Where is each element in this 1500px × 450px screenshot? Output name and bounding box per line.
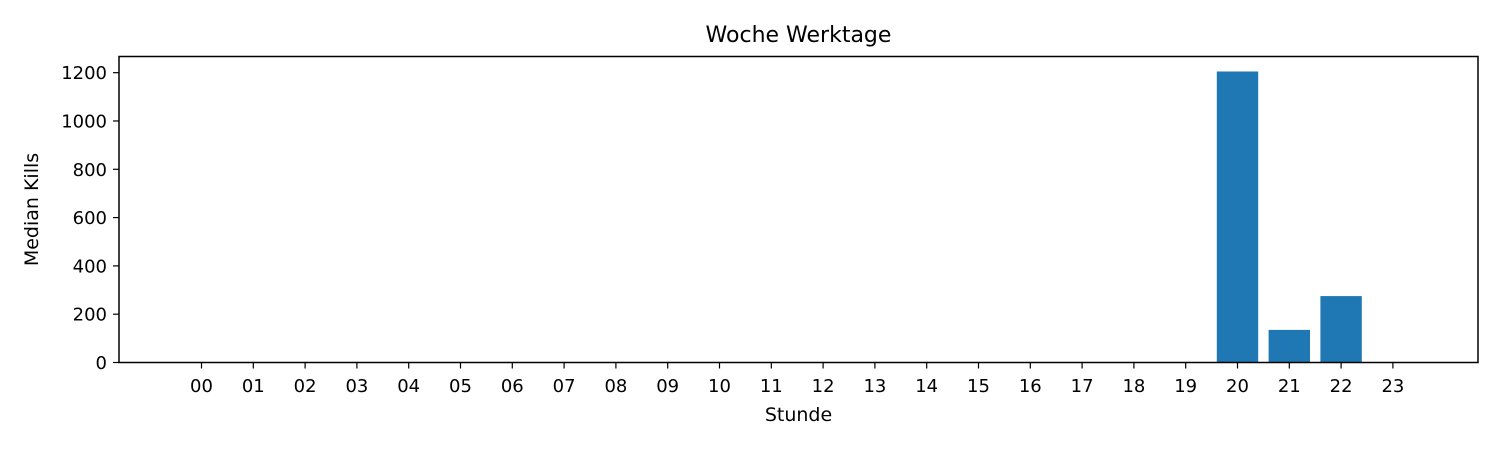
x-tick-label: 19 [1174,376,1197,397]
x-tick-label: 10 [708,376,731,397]
bar-21 [1268,329,1310,363]
chart-title: Woche Werktage [706,23,892,48]
x-tick-label: 13 [863,376,886,397]
y-axis-ticks: 0 200 400 600 800 1000 1200 [61,63,119,374]
x-tick-label: 22 [1330,376,1353,397]
x-axis-ticks: 00 01 02 03 04 05 06 07 08 09 10 11 12 13 14 15 16 17 18 19… [190,362,1404,397]
x-tick-label: 21 [1278,376,1301,397]
x-tick-label: 14 [915,376,938,397]
y-tick-label: 1000 [61,111,107,132]
plot-frame [118,55,1479,364]
y-axis-label: Median Kills [21,153,43,266]
y-tick-label: 400 [73,256,107,277]
bars [1216,71,1362,363]
x-tick-label: 00 [190,376,213,397]
y-tick-label: 0 [96,353,107,374]
x-tick-label: 15 [967,376,990,397]
x-tick-label: 18 [1122,376,1145,397]
x-tick-label: 07 [553,376,576,397]
y-tick-label: 600 [73,208,107,229]
x-tick-label: 23 [1381,376,1404,397]
y-tick-label: 800 [73,160,107,181]
x-tick-label: 17 [1071,376,1094,397]
x-tick-label: 01 [242,376,265,397]
bar-20 [1216,71,1259,363]
x-tick-label: 06 [501,376,524,397]
x-tick-label: 02 [294,376,317,397]
x-tick-label: 09 [656,376,679,397]
x-tick-label: 11 [760,376,783,397]
x-tick-label: 16 [1019,376,1042,397]
bar-22 [1320,296,1362,363]
x-tick-label: 12 [812,376,835,397]
x-tick-label: 03 [345,376,368,397]
y-tick-label: 200 [73,305,107,326]
y-tick-label: 1200 [61,63,107,84]
x-tick-label: 20 [1226,376,1249,397]
x-tick-label: 08 [604,376,627,397]
x-tick-label: 05 [449,376,472,397]
x-tick-label: 04 [397,376,420,397]
x-axis-label: Stunde [765,404,832,426]
